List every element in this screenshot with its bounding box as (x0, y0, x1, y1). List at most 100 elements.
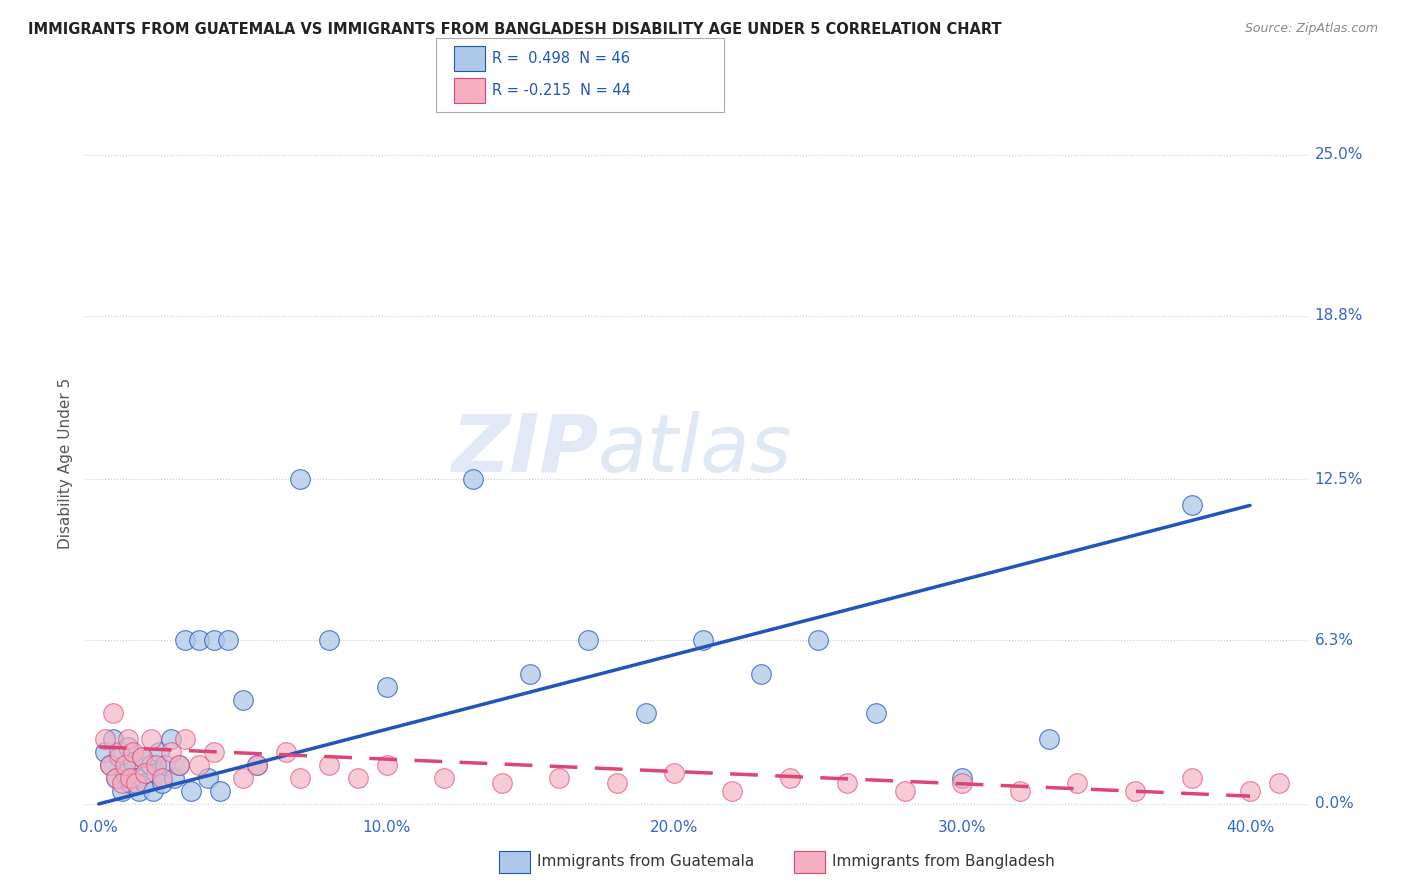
Point (150, 771, 173, 785)
Point (274, 745, 297, 759)
Point (1066, 776, 1088, 790)
Point (120, 771, 142, 785)
Point (162, 771, 184, 785)
Point (548, 771, 571, 785)
Point (664, 765, 686, 780)
Point (208, 784, 231, 798)
Point (131, 750, 153, 764)
Point (865, 706, 887, 720)
Point (93, 732, 115, 747)
Point (169, 758, 191, 772)
Point (117, 739, 139, 754)
Text: 18.8%: 18.8% (1315, 309, 1362, 324)
Point (290, 472, 312, 486)
Text: 25.0%: 25.0% (1315, 147, 1362, 162)
Text: R =  0.498  N = 46: R = 0.498 N = 46 (492, 52, 630, 66)
Point (749, 667, 772, 681)
Point (159, 745, 181, 759)
Point (142, 784, 165, 798)
Point (606, 776, 628, 790)
Point (779, 771, 801, 785)
Text: 6.3%: 6.3% (1315, 633, 1354, 648)
Point (122, 756, 145, 770)
Text: atlas: atlas (598, 411, 793, 489)
Point (576, 633, 599, 648)
Point (98, 758, 121, 772)
Point (246, 758, 269, 772)
Point (111, 776, 134, 790)
Point (461, 472, 484, 486)
Point (1008, 784, 1031, 798)
Point (117, 732, 139, 747)
Point (1181, 499, 1204, 513)
Point (232, 693, 254, 707)
Point (98, 758, 121, 772)
Point (807, 633, 830, 648)
Point (145, 758, 167, 772)
Point (134, 765, 156, 780)
Text: IMMIGRANTS FROM GUATEMALA VS IMMIGRANTS FROM BANGLADESH DISABILITY AGE UNDER 5 C: IMMIGRANTS FROM GUATEMALA VS IMMIGRANTS … (28, 22, 1001, 37)
Point (692, 633, 714, 648)
Point (491, 776, 513, 790)
Point (114, 758, 136, 772)
Point (93, 745, 115, 759)
Point (139, 758, 162, 772)
Point (346, 771, 368, 785)
Text: Source: ZipAtlas.com: Source: ZipAtlas.com (1244, 22, 1378, 36)
Point (1181, 771, 1204, 785)
Point (217, 633, 239, 648)
Point (128, 784, 150, 798)
Text: R = -0.215  N = 44: R = -0.215 N = 44 (492, 84, 631, 98)
Point (232, 771, 254, 785)
Point (519, 667, 541, 681)
Point (634, 706, 657, 720)
Point (375, 680, 398, 694)
Point (246, 758, 269, 772)
Point (111, 784, 134, 798)
Point (114, 765, 136, 780)
Y-axis label: Disability Age Under 5: Disability Age Under 5 (58, 378, 73, 549)
Point (174, 732, 197, 747)
Point (197, 771, 219, 785)
Text: 12.5%: 12.5% (1315, 472, 1362, 487)
Point (120, 776, 142, 790)
Point (950, 771, 973, 785)
Text: Immigrants from Guatemala: Immigrants from Guatemala (537, 855, 755, 869)
Point (101, 732, 124, 747)
Point (108, 745, 131, 759)
Point (108, 750, 131, 764)
Point (125, 771, 148, 785)
Point (721, 784, 744, 798)
Point (122, 745, 145, 759)
Point (893, 784, 915, 798)
Point (159, 732, 181, 747)
Point (202, 745, 225, 759)
Point (188, 758, 211, 772)
Point (1268, 776, 1291, 790)
Point (125, 776, 148, 790)
Point (145, 765, 167, 780)
Point (188, 633, 211, 648)
Point (950, 776, 973, 790)
Point (433, 771, 456, 785)
Point (148, 745, 170, 759)
Point (174, 633, 197, 648)
Point (150, 776, 173, 790)
Point (835, 776, 858, 790)
Point (1123, 784, 1146, 798)
Text: ZIP: ZIP (451, 411, 598, 489)
Point (180, 784, 202, 798)
Point (169, 758, 191, 772)
Point (153, 758, 176, 772)
Point (1239, 784, 1261, 798)
Point (290, 771, 312, 785)
Point (101, 706, 124, 720)
Point (105, 771, 128, 785)
Point (1038, 732, 1060, 747)
Point (105, 771, 128, 785)
Point (318, 758, 340, 772)
Point (131, 750, 153, 764)
Point (375, 758, 398, 772)
Text: Immigrants from Bangladesh: Immigrants from Bangladesh (832, 855, 1054, 869)
Point (202, 633, 225, 648)
